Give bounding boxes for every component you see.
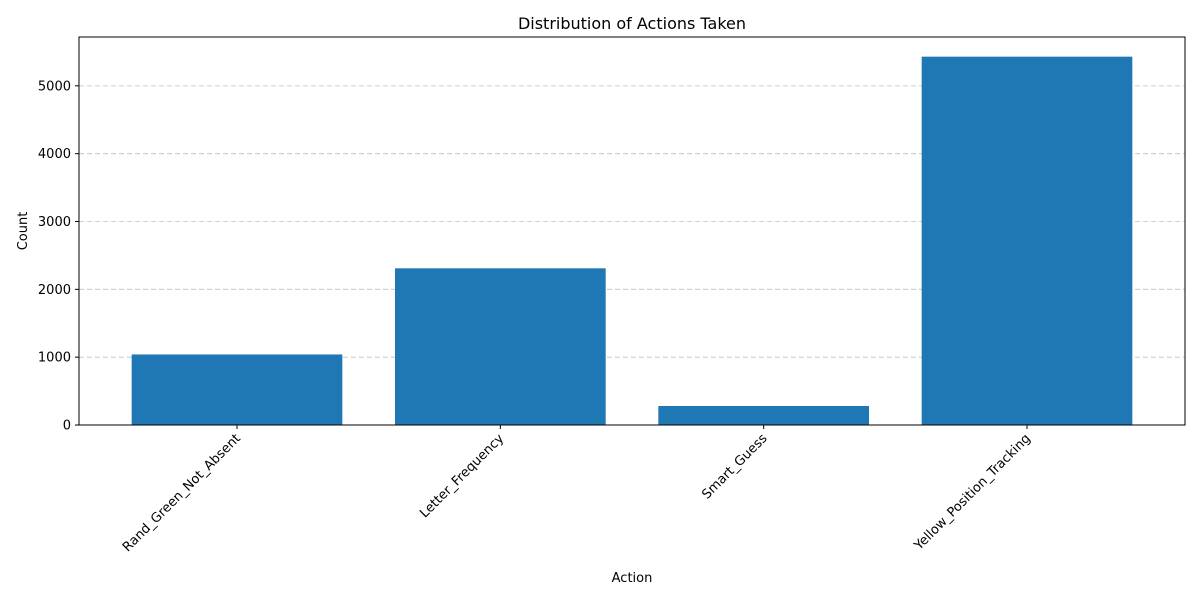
plot-frame — [78, 36, 1186, 426]
x-axis-label: Action — [612, 571, 653, 586]
x-tick-label: Letter_Frequency — [417, 431, 507, 521]
bar — [395, 268, 606, 425]
y-tick-label: 4000 — [38, 147, 71, 162]
x-tick-label: Rand_Green_Not_Absent — [120, 431, 244, 555]
y-tick-label: 0 — [63, 419, 71, 434]
y-tick-label: 2000 — [38, 283, 71, 298]
y-tick-label: 1000 — [38, 351, 71, 366]
bar — [658, 406, 869, 425]
y-axis-ticks: 0 1000 2000 3000 4000 5000 — [38, 79, 79, 434]
y-axis-label: Count — [16, 212, 31, 251]
bar — [131, 354, 343, 425]
bar — [921, 56, 1133, 426]
chart-title: Distribution of Actions Taken — [518, 14, 746, 33]
x-tick-label: Smart_Guess — [699, 431, 770, 502]
x-axis-ticks: Rand_Green_Not_Absent Letter_Frequency Sma… — [120, 425, 1034, 555]
bars — [131, 56, 1133, 426]
y-tick-label: 5000 — [38, 79, 71, 94]
x-tick-label: Yellow_Position_Tracking — [911, 431, 1034, 554]
y-tick-label: 3000 — [38, 215, 71, 230]
